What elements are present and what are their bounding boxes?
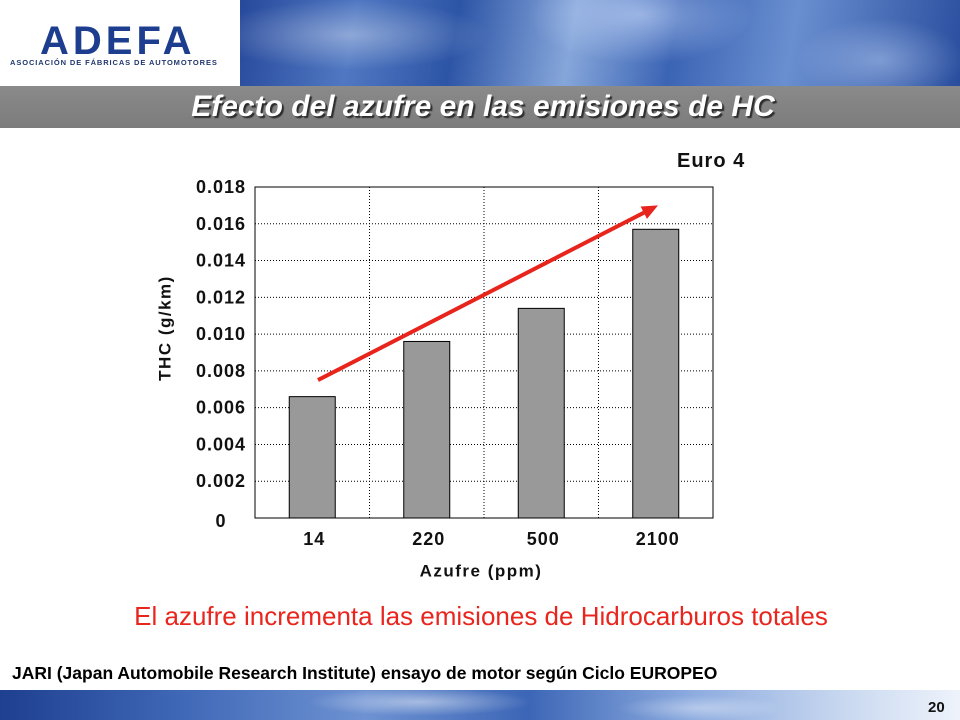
y-tick-label: 0.016 — [196, 214, 246, 234]
y-tick-label: 0.006 — [196, 398, 246, 418]
title-bar: Efecto del azufre en las emisiones de HC — [0, 86, 960, 128]
chart-caption: El azufre incrementa las emisiones de Hi… — [134, 601, 828, 631]
slide-title: Efecto del azufre en las emisiones de HC — [191, 90, 775, 123]
logo-subtitle: ASOCIACIÓN DE FÁBRICAS DE AUTOMOTORES — [10, 58, 218, 67]
y-tick-label: 0.008 — [196, 361, 246, 381]
x-tick-label: 14 — [303, 529, 325, 549]
trend-arrow-head — [640, 205, 659, 219]
page-number: 20 — [928, 699, 945, 716]
x-tick-label: 2100 — [636, 529, 680, 549]
y-tick-label: 0.002 — [196, 471, 246, 491]
x-tick-label: 500 — [527, 529, 560, 549]
y-tick-label: 0.004 — [196, 434, 246, 454]
footer-band: 20 — [0, 690, 960, 720]
x-axis-label: Azufre (ppm) — [420, 562, 543, 581]
bar-500 — [517, 307, 565, 519]
x-tick-label: 220 — [412, 529, 445, 549]
bar-14 — [288, 396, 336, 519]
y-tick-label: 0 — [215, 511, 226, 531]
bar-220 — [403, 340, 451, 519]
adefa-logo: ADEFA — [40, 19, 196, 63]
y-tick-label: 0.010 — [196, 324, 246, 344]
header-banner-image — [240, 0, 960, 86]
y-tick-label: 0.018 — [196, 177, 246, 197]
chart-title: Euro 4 — [677, 150, 746, 172]
bar-2100 — [632, 228, 680, 519]
source-note: JARI (Japan Automobile Research Institut… — [12, 663, 718, 683]
trend-arrow — [317, 205, 659, 382]
plot-frame — [254, 186, 714, 519]
trend-arrow-shaft — [317, 210, 647, 382]
y-tick-label: 0.014 — [196, 251, 246, 271]
logo-box: ADEFA ASOCIACIÓN DE FÁBRICAS DE AUTOMOTO… — [0, 0, 240, 85]
y-axis-label: THC (g/km) — [156, 275, 175, 381]
bar-chart: THC (g/km) Azufre (ppm) 0 0.002 0.004 0.006… — [156, 177, 714, 581]
y-tick-label: 0.012 — [196, 287, 246, 307]
